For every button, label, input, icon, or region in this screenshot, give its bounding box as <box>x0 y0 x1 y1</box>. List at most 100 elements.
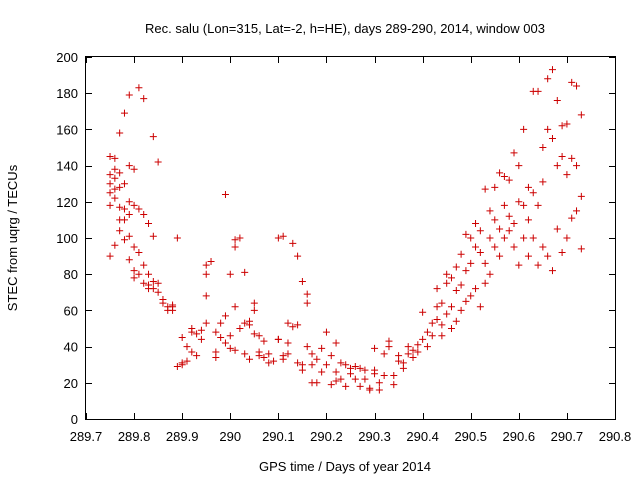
data-point <box>486 234 494 242</box>
data-point <box>491 183 499 191</box>
data-point <box>548 134 556 142</box>
data-point <box>197 326 205 334</box>
data-point <box>467 234 475 242</box>
data-point <box>111 241 119 249</box>
data-point <box>250 299 258 307</box>
data-point <box>140 261 148 269</box>
data-point <box>568 78 576 86</box>
data-point <box>111 194 119 202</box>
data-point <box>558 153 566 161</box>
data-point <box>414 348 422 356</box>
data-point <box>135 205 143 213</box>
data-point <box>221 339 229 347</box>
data-point <box>467 259 475 267</box>
data-point <box>125 91 133 99</box>
data-point <box>577 111 585 119</box>
data-point <box>467 292 475 300</box>
data-point <box>125 256 133 264</box>
data-point <box>279 232 287 240</box>
data-point <box>568 214 576 222</box>
data-point <box>270 357 278 365</box>
data-point <box>457 281 465 289</box>
data-point <box>140 95 148 103</box>
y-tick-label: 200 <box>56 50 78 65</box>
data-point <box>197 335 205 343</box>
data-point <box>438 332 446 340</box>
data-point <box>510 220 518 228</box>
data-point <box>361 366 369 374</box>
data-point <box>563 234 571 242</box>
data-point <box>351 363 359 371</box>
data-point <box>539 144 547 151</box>
y-tick-label: 140 <box>56 159 78 174</box>
data-point <box>120 216 128 224</box>
data-point <box>472 285 480 293</box>
data-point <box>116 227 124 235</box>
data-point <box>505 176 513 184</box>
data-point <box>298 277 306 285</box>
data-point <box>505 212 513 220</box>
data-point <box>260 353 268 361</box>
data-point <box>548 267 556 275</box>
data-point <box>111 174 119 182</box>
data-point <box>500 234 508 242</box>
data-point <box>246 355 254 363</box>
data-point <box>395 352 403 360</box>
data-point <box>149 277 157 285</box>
data-point <box>472 243 480 251</box>
data-point <box>106 189 114 197</box>
data-point <box>178 359 186 367</box>
data-point <box>433 303 441 311</box>
data-point <box>447 274 455 282</box>
data-point <box>515 198 523 206</box>
data-point <box>438 299 446 307</box>
data-point <box>173 234 181 242</box>
y-tick-label: 40 <box>64 340 78 355</box>
x-tick-label: 290.5 <box>454 429 487 444</box>
data-point <box>409 353 417 361</box>
data-point <box>116 169 124 177</box>
y-tick-label: 100 <box>56 231 78 246</box>
data-point <box>524 183 532 191</box>
data-point <box>188 348 196 356</box>
data-point <box>183 357 191 365</box>
data-point <box>510 149 518 157</box>
data-point <box>111 185 119 193</box>
data-point <box>558 122 566 130</box>
data-point <box>241 350 249 358</box>
data-point <box>106 171 114 179</box>
data-point <box>500 172 508 180</box>
data-point <box>169 306 177 314</box>
chart-title: Rec. salu (Lon=315, Lat=-2, h=HE), days … <box>145 21 545 36</box>
data-point <box>125 210 133 218</box>
data-point <box>130 274 138 282</box>
data-point <box>443 279 451 287</box>
x-tick-label: 290.6 <box>503 429 536 444</box>
data-point <box>457 250 465 258</box>
data-point <box>409 346 417 354</box>
data-point <box>327 352 335 360</box>
data-point <box>380 372 388 380</box>
data-point <box>496 169 504 177</box>
data-point <box>111 154 119 162</box>
data-point <box>510 243 518 251</box>
data-point <box>202 292 210 300</box>
data-point <box>573 207 581 215</box>
data-point <box>534 201 542 209</box>
data-point <box>520 201 528 209</box>
data-point <box>212 348 220 356</box>
data-point <box>318 344 326 352</box>
data-point <box>207 258 215 266</box>
data-point <box>544 75 552 83</box>
data-point <box>231 346 239 354</box>
data-point <box>135 248 143 256</box>
data-point <box>539 243 547 251</box>
data-point <box>337 359 345 367</box>
data-point <box>145 220 153 228</box>
x-axis: 289.7 289.8 289.9 290 290.1 290.2 290.3 290.4 29… <box>70 57 631 444</box>
x-tick-label: 290.3 <box>358 429 391 444</box>
data-point <box>443 310 451 318</box>
data-point <box>221 191 229 199</box>
data-point <box>500 201 508 209</box>
data-point <box>226 332 234 340</box>
